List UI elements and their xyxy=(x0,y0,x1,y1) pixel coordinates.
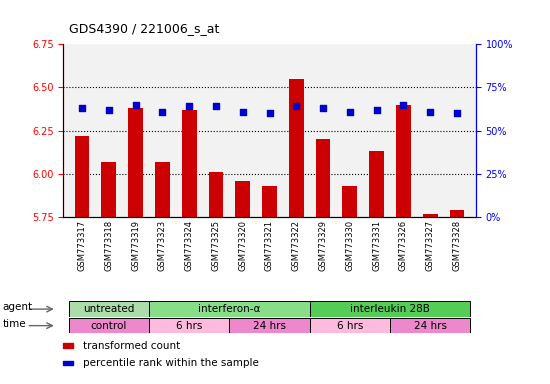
Point xyxy=(345,108,354,114)
Text: untreated: untreated xyxy=(83,304,134,314)
Bar xyxy=(262,186,277,217)
Bar xyxy=(182,110,196,217)
Text: GDS4390 / 221006_s_at: GDS4390 / 221006_s_at xyxy=(69,22,219,35)
Bar xyxy=(369,151,384,217)
Point xyxy=(78,105,86,111)
Point xyxy=(453,110,461,116)
Bar xyxy=(390,318,470,333)
Point xyxy=(265,110,274,116)
Text: interleukin 28B: interleukin 28B xyxy=(350,304,430,314)
Text: 6 hrs: 6 hrs xyxy=(176,321,202,331)
Bar xyxy=(289,79,304,217)
Bar xyxy=(155,162,170,217)
Bar xyxy=(75,136,89,217)
Bar xyxy=(149,301,310,317)
Bar xyxy=(316,139,331,217)
Point xyxy=(104,107,113,113)
Text: 24 hrs: 24 hrs xyxy=(414,321,447,331)
Point xyxy=(212,103,221,109)
Bar xyxy=(450,210,464,217)
Bar xyxy=(343,186,357,217)
Point xyxy=(292,103,301,109)
Bar xyxy=(229,318,310,333)
Point xyxy=(399,101,408,108)
Text: transformed count: transformed count xyxy=(82,341,180,351)
Bar xyxy=(69,301,149,317)
Text: agent: agent xyxy=(3,302,33,312)
Bar xyxy=(149,318,229,333)
Point xyxy=(238,108,247,114)
Bar xyxy=(396,104,411,217)
Text: time: time xyxy=(3,319,26,329)
Bar xyxy=(310,301,470,317)
Bar xyxy=(235,181,250,217)
Bar xyxy=(69,318,149,333)
Point xyxy=(185,103,194,109)
Point xyxy=(158,108,167,114)
Bar xyxy=(423,214,438,217)
Bar xyxy=(128,108,143,217)
Text: 24 hrs: 24 hrs xyxy=(253,321,286,331)
Bar xyxy=(101,162,116,217)
Point xyxy=(372,107,381,113)
Point xyxy=(426,108,434,114)
Text: 6 hrs: 6 hrs xyxy=(337,321,363,331)
Text: percentile rank within the sample: percentile rank within the sample xyxy=(82,358,258,368)
Point xyxy=(131,101,140,108)
Text: control: control xyxy=(91,321,127,331)
Point xyxy=(318,105,327,111)
Bar xyxy=(310,318,390,333)
Bar xyxy=(208,172,223,217)
Text: interferon-α: interferon-α xyxy=(198,304,261,314)
